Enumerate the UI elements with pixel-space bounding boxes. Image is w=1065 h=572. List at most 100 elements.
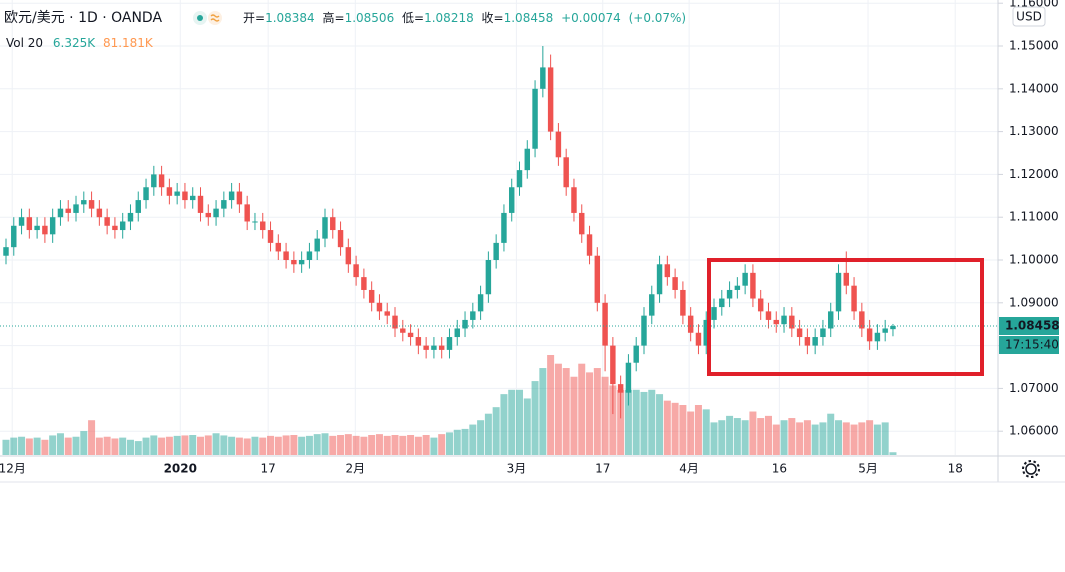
candle-body	[711, 307, 717, 320]
volume-bar	[173, 435, 181, 455]
candle-body	[65, 208, 71, 213]
candle-body	[228, 191, 235, 201]
volume-bar	[88, 420, 96, 455]
volume-bar	[593, 368, 601, 455]
candle-body	[501, 212, 507, 243]
volume-bar	[554, 363, 562, 455]
volume-bar	[749, 411, 757, 455]
candle-body	[104, 217, 110, 226]
volume-bar	[414, 436, 422, 455]
candle-body	[796, 328, 803, 338]
volume-bar	[181, 435, 189, 455]
candle-body	[57, 208, 64, 218]
volume-bar	[780, 420, 788, 455]
candle-body	[330, 217, 336, 231]
volume-bar	[25, 438, 33, 455]
candle-body	[610, 345, 616, 385]
settings-button[interactable]	[1022, 460, 1040, 478]
highlight-box	[707, 258, 984, 376]
volume-bar	[516, 389, 524, 455]
candle-body	[563, 157, 569, 188]
candle-body	[345, 247, 352, 265]
volume-bar	[578, 363, 586, 455]
volume-bar	[33, 437, 41, 455]
candle-body	[649, 294, 655, 316]
candle-body	[594, 255, 601, 303]
volume-bar	[313, 434, 321, 455]
candle-body	[275, 242, 282, 252]
volume-bar	[298, 436, 306, 455]
candle-body	[470, 311, 476, 320]
candle-body	[81, 200, 87, 205]
volume-bar	[733, 418, 741, 455]
candle-body	[820, 328, 826, 338]
volume-bar	[165, 436, 173, 455]
candle-body	[493, 242, 499, 261]
volume-pane	[2, 355, 897, 455]
candle-body	[3, 247, 9, 256]
settings-teeth[interactable]	[1022, 460, 1040, 478]
volume-bar	[158, 437, 166, 455]
volume-bar	[72, 436, 80, 455]
volume-bar	[477, 420, 485, 455]
volume-bar	[694, 405, 702, 455]
candle-body	[586, 234, 593, 256]
volume-bar	[119, 437, 127, 455]
volume-bar	[267, 435, 275, 455]
candle-body	[835, 272, 842, 312]
y-tick-label: 1.07000	[1009, 381, 1059, 395]
volume-bar	[290, 435, 298, 455]
candle-body	[485, 260, 492, 295]
volume-bar	[95, 437, 103, 455]
candle-body	[119, 221, 126, 231]
candle-body	[765, 311, 772, 320]
volume-bar	[570, 376, 578, 455]
volume-bar	[656, 394, 664, 455]
y-tick-label: 1.10000	[1009, 253, 1059, 267]
candle-body	[750, 272, 756, 299]
volume-bar	[407, 435, 415, 455]
candle-body	[625, 362, 632, 393]
candle-body	[26, 217, 33, 231]
last-price-box	[999, 317, 1059, 336]
candle-body	[174, 191, 180, 196]
status-dot	[197, 15, 203, 21]
candle-body	[49, 217, 56, 235]
volume-bar	[866, 420, 874, 455]
candle-body	[851, 285, 857, 312]
x-tick-label: 16	[772, 462, 787, 476]
volume-bar	[422, 435, 430, 455]
candle-body	[882, 328, 888, 333]
candle-body	[127, 212, 134, 222]
volume-bar	[523, 398, 531, 455]
candle-body	[244, 204, 250, 222]
grid	[0, 0, 998, 455]
countdown-box	[999, 336, 1059, 355]
volume-bar	[640, 391, 648, 455]
candle-body	[143, 187, 149, 201]
volume-bar	[134, 441, 142, 455]
candle-body	[197, 195, 204, 213]
candle-body	[827, 311, 834, 329]
y-tick-label: 1.14000	[1009, 81, 1059, 95]
volume-bar	[274, 436, 282, 455]
ohlc-line: 开=1.08384 高=1.08506 低=1.08218 收=1.08458 …	[243, 10, 686, 25]
candle-body	[462, 319, 468, 329]
candle-body	[859, 311, 865, 329]
volume-bar	[663, 400, 671, 455]
candle-body	[524, 148, 531, 171]
candle-body	[415, 337, 422, 346]
volume-bar	[827, 413, 835, 455]
volume-bar	[772, 424, 780, 455]
x-tick-label: 5月	[858, 462, 878, 476]
settings-gear[interactable]	[1025, 463, 1037, 475]
volume-bar	[484, 413, 492, 455]
volume-bar	[445, 432, 453, 455]
candle-body	[252, 221, 258, 223]
candle-body	[112, 225, 118, 231]
candle-body	[291, 260, 297, 265]
candle-body	[166, 187, 173, 196]
volume-bar	[150, 435, 158, 455]
candle-body	[726, 289, 733, 299]
